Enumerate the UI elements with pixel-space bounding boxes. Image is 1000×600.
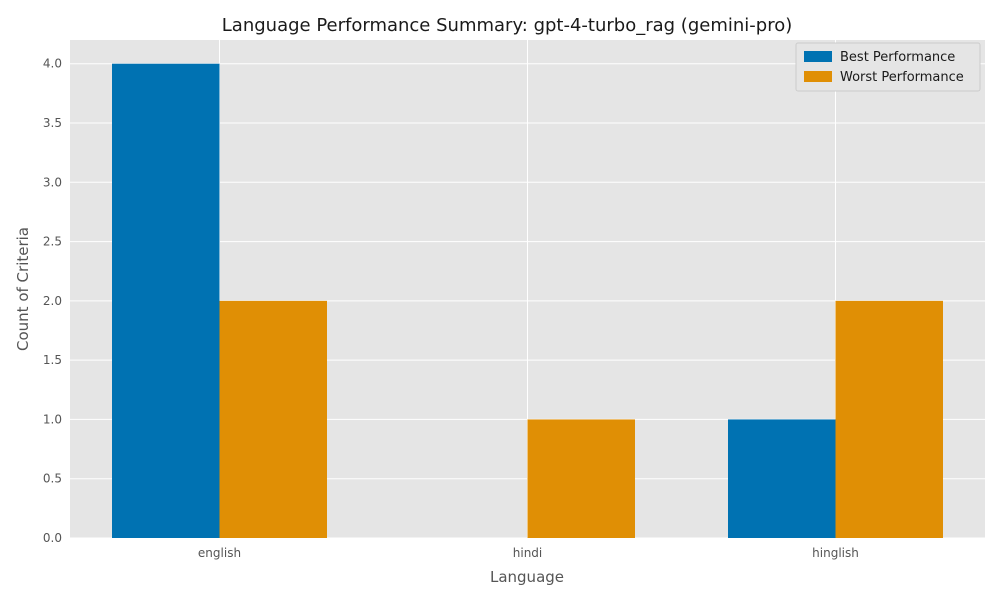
bar-worst-performance-hinglish [835, 300, 943, 538]
legend-label: Best Performance [840, 50, 955, 65]
legend-swatch [804, 71, 832, 82]
y-tick-label: 0.5 [43, 472, 62, 486]
legend-label: Worst Performance [840, 70, 964, 85]
x-axis-label: Language [490, 568, 564, 586]
legend: Best Performance Worst Performance [795, 42, 981, 92]
chart-title: Language Performance Summary: gpt-4-turb… [222, 15, 792, 36]
bar-worst-performance-english [219, 300, 327, 538]
bar-best-performance-hinglish [728, 419, 836, 538]
x-tick-label: hinglish [812, 546, 859, 560]
legend-box [795, 42, 981, 92]
y-tick-label: 3.5 [43, 116, 62, 130]
bars [112, 63, 943, 538]
y-tick-label: 0.0 [43, 531, 62, 545]
y-tick-label: 2.0 [43, 294, 62, 308]
y-tick-label: 2.5 [43, 235, 62, 249]
y-tick-label: 3.0 [43, 175, 62, 189]
bar-best-performance-english [112, 63, 220, 538]
x-tick-label: hindi [513, 546, 543, 560]
tick-labels: 0.0 0.5 1.0 1.5 2.0 2.5 3.0 3.5 4.0 english hindi h… [43, 57, 859, 560]
y-axis-label: Count of Criteria [14, 227, 32, 351]
legend-swatch [804, 51, 832, 62]
y-tick-label: 1.0 [43, 412, 62, 426]
y-tick-label: 1.5 [43, 353, 62, 367]
bar-worst-performance-hindi [527, 419, 635, 538]
y-tick-label: 4.0 [43, 57, 62, 71]
x-tick-label: english [198, 546, 241, 560]
